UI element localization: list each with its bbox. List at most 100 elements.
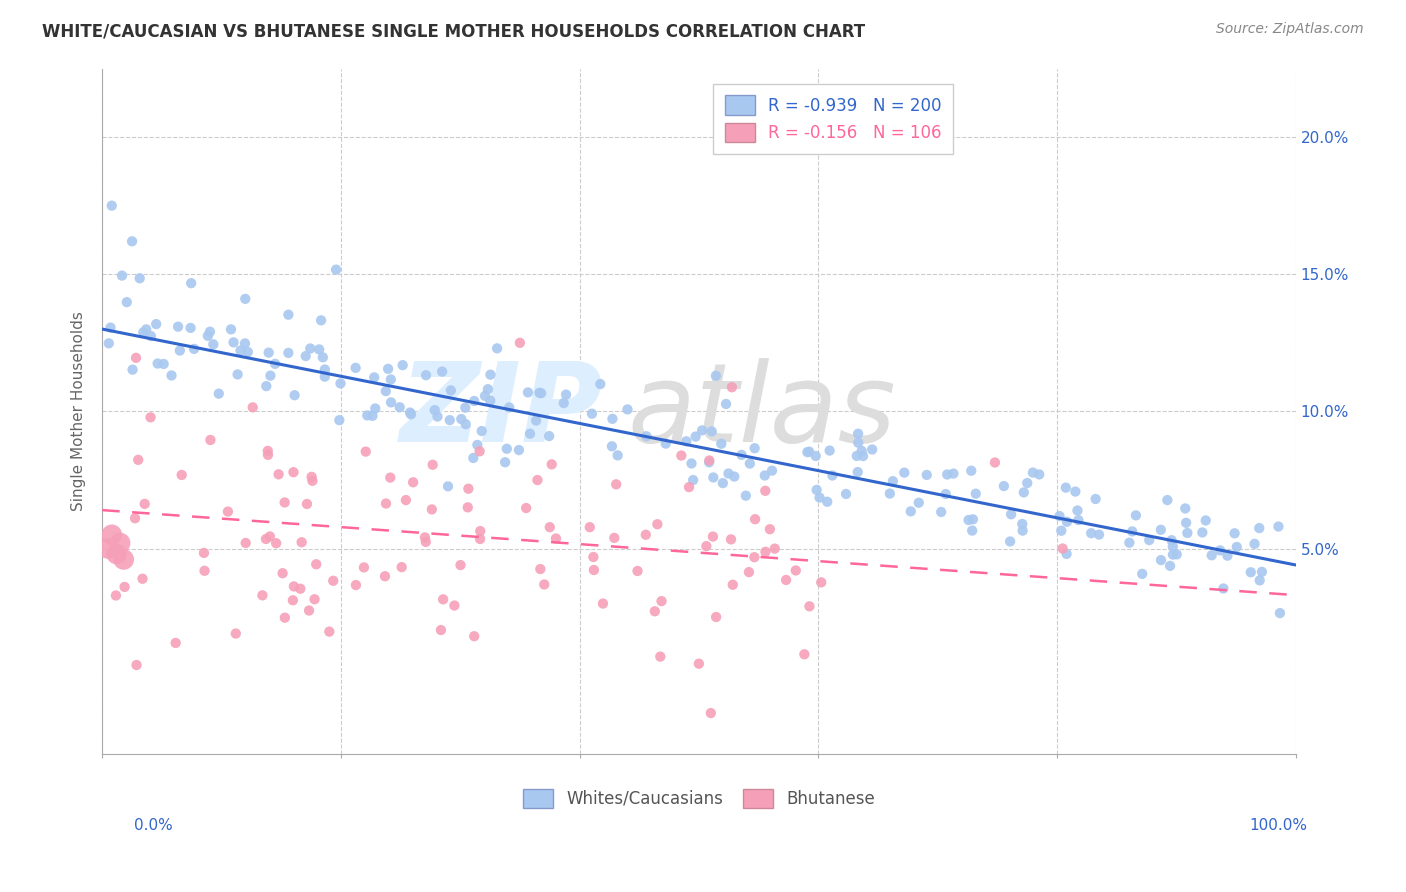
Point [430, 623, 453, 637]
Point [217, 505, 239, 519]
Point [555, 387, 578, 401]
Point [1052, 541, 1074, 556]
Point [197, 328, 219, 343]
Point [169, 343, 191, 358]
Point [1201, 549, 1223, 563]
Point [962, 512, 984, 526]
Point [329, 376, 352, 391]
Point [799, 599, 821, 614]
Point [495, 442, 517, 456]
Point [437, 479, 460, 493]
Point [700, 706, 723, 720]
Point [1243, 537, 1265, 551]
Point [415, 368, 437, 383]
Point [474, 389, 496, 403]
Text: atlas: atlas [627, 358, 896, 465]
Point [470, 524, 492, 538]
Point [208, 386, 231, 401]
Point [714, 397, 737, 411]
Point [259, 368, 281, 383]
Point [283, 465, 305, 479]
Point [304, 592, 326, 607]
Point [134, 497, 156, 511]
Point [354, 444, 377, 458]
Point [723, 469, 745, 483]
Legend: Whites/Caucasians, Bhutanese: Whites/Caucasians, Bhutanese [516, 782, 882, 814]
Point [1195, 513, 1218, 527]
Point [468, 532, 491, 546]
Point [1251, 565, 1274, 579]
Point [273, 495, 295, 509]
Point [879, 486, 901, 500]
Point [105, 547, 128, 561]
Point [1012, 485, 1035, 500]
Point [700, 425, 723, 439]
Point [254, 379, 277, 393]
Point [1028, 467, 1050, 482]
Point [717, 467, 740, 481]
Point [170, 467, 193, 482]
Point [97, 336, 120, 351]
Point [704, 610, 727, 624]
Point [314, 362, 336, 376]
Point [183, 342, 205, 356]
Point [1209, 543, 1232, 558]
Point [380, 395, 402, 409]
Point [242, 401, 264, 415]
Point [308, 343, 330, 357]
Point [734, 489, 756, 503]
Point [395, 493, 418, 508]
Point [721, 578, 744, 592]
Point [690, 423, 713, 437]
Point [264, 357, 287, 371]
Point [399, 406, 422, 420]
Point [626, 564, 648, 578]
Point [219, 322, 242, 336]
Point [440, 384, 463, 398]
Point [402, 475, 425, 490]
Point [257, 448, 280, 462]
Point [180, 276, 202, 290]
Point [328, 413, 350, 427]
Point [654, 436, 676, 450]
Point [125, 351, 148, 365]
Point [603, 531, 626, 545]
Point [846, 426, 869, 441]
Point [235, 536, 257, 550]
Point [935, 487, 957, 501]
Point [929, 505, 952, 519]
Point [222, 335, 245, 350]
Point [1121, 524, 1143, 539]
Point [704, 368, 727, 383]
Point [1050, 524, 1073, 538]
Point [391, 358, 413, 372]
Point [294, 349, 316, 363]
Text: WHITE/CAUCASIAN VS BHUTANESE SINGLE MOTHER HOUSEHOLDS CORRELATION CHART: WHITE/CAUCASIAN VS BHUTANESE SINGLE MOTH… [42, 22, 865, 40]
Point [1226, 540, 1249, 554]
Point [804, 449, 827, 463]
Point [900, 504, 922, 518]
Point [1166, 548, 1188, 562]
Point [112, 552, 135, 566]
Point [1130, 566, 1153, 581]
Point [312, 351, 335, 365]
Point [806, 483, 828, 497]
Point [515, 501, 537, 516]
Point [1249, 574, 1271, 588]
Point [108, 536, 131, 550]
Point [198, 325, 221, 339]
Point [457, 482, 479, 496]
Point [426, 409, 449, 424]
Point [1080, 526, 1102, 541]
Point [821, 468, 844, 483]
Point [1066, 503, 1088, 517]
Point [479, 393, 502, 408]
Point [744, 550, 766, 565]
Point [236, 345, 259, 359]
Point [1216, 549, 1239, 563]
Point [636, 429, 658, 443]
Point [100, 528, 122, 542]
Point [678, 480, 700, 494]
Point [738, 457, 761, 471]
Point [1084, 491, 1107, 506]
